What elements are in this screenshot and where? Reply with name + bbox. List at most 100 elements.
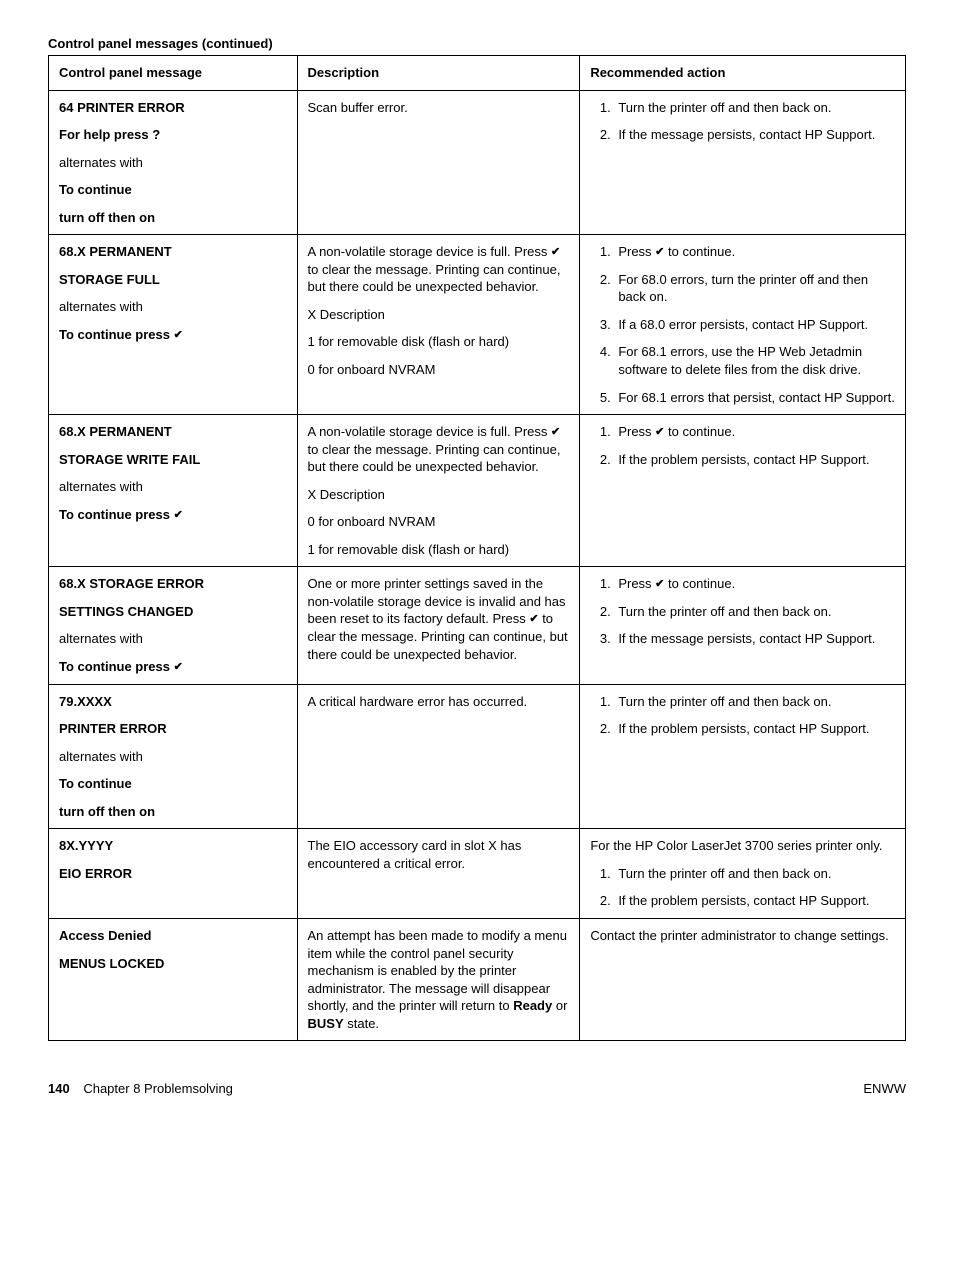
message-line: STORAGE WRITE FAIL bbox=[59, 451, 287, 469]
description-line: A critical hardware error has occurred. bbox=[308, 693, 570, 711]
message-line: To continue press ✔ bbox=[59, 658, 287, 676]
cell-message: 68.X STORAGE ERROR SETTINGS CHANGED altern… bbox=[49, 567, 298, 684]
cell-action: For the HP Color LaserJet 3700 series pr… bbox=[580, 829, 906, 919]
message-line: 8X.YYYY bbox=[59, 837, 287, 855]
cell-description: Scan buffer error. bbox=[297, 90, 580, 235]
action-list: Press ✔ to continue. Turn the printer off… bbox=[590, 575, 895, 648]
description-line: 1 for removable disk (flash or hard) bbox=[308, 333, 570, 351]
table-row: 64 PRINTER ERRORFor help press ?alternat… bbox=[49, 90, 906, 235]
cell-description: A non-volatile storage device is full. P… bbox=[297, 415, 580, 567]
question-icon: ? bbox=[152, 127, 160, 142]
table-header-row: Control panel message Description Recomm… bbox=[49, 56, 906, 91]
description-line: A non-volatile storage device is full. P… bbox=[308, 423, 570, 476]
action-item: Turn the printer off and then back on. bbox=[614, 693, 895, 711]
cell-description: One or more printer settings saved in th… bbox=[297, 567, 580, 684]
action-item: If the message persists, contact HP Supp… bbox=[614, 630, 895, 648]
cell-action: Press ✔ to continue. Turn the printer off… bbox=[580, 567, 906, 684]
table-row: 68.X PERMANENTSTORAGE WRITE FAILalternat… bbox=[49, 415, 906, 567]
message-line: alternates with bbox=[59, 748, 287, 766]
description-line: X Description bbox=[308, 306, 570, 324]
check-icon: ✔ bbox=[551, 426, 560, 438]
check-icon: ✔ bbox=[655, 426, 664, 438]
description-line: Scan buffer error. bbox=[308, 99, 570, 117]
action-item: For 68.1 errors, use the HP Web Jetadmin… bbox=[614, 343, 895, 378]
action-item: For 68.0 errors, turn the printer off an… bbox=[614, 271, 895, 306]
action-item: Turn the printer off and then back on. bbox=[614, 865, 895, 883]
cell-message: 64 PRINTER ERRORFor help press ?alternat… bbox=[49, 90, 298, 235]
action-item: Press ✔ to continue. bbox=[614, 423, 895, 441]
table-row: 68.X PERMANENT STORAGE FULL alternates wit… bbox=[49, 235, 906, 415]
action-list: Turn the printer off and then back on. If… bbox=[590, 99, 895, 144]
check-icon: ✔ bbox=[174, 329, 183, 341]
table-row: 8X.YYYYEIO ERROR The EIO accessory card i… bbox=[49, 829, 906, 919]
message-line: STORAGE FULL bbox=[59, 271, 287, 289]
message-line: To continue bbox=[59, 181, 287, 199]
action-item: Press ✔ to continue. bbox=[614, 243, 895, 261]
cell-message: Access Denied MENUS LOCKED bbox=[49, 918, 298, 1040]
action-pretext: For the HP Color LaserJet 3700 series pr… bbox=[590, 837, 895, 855]
message-line: MENUS LOCKED bbox=[59, 955, 287, 973]
action-pretext: Contact the printer administrator to cha… bbox=[590, 927, 895, 945]
action-item: Press ✔ to continue. bbox=[614, 575, 895, 593]
description-line: The EIO accessory card in slot X has enc… bbox=[308, 837, 570, 872]
description-line: 1 for removable disk (flash or hard) bbox=[308, 541, 570, 559]
table-row: Access Denied MENUS LOCKED An attempt has … bbox=[49, 918, 906, 1040]
action-list: Turn the printer off and then back on. If… bbox=[590, 865, 895, 910]
action-item: Turn the printer off and then back on. bbox=[614, 99, 895, 117]
cell-action: Turn the printer off and then back on. If… bbox=[580, 684, 906, 829]
action-item: If the message persists, contact HP Supp… bbox=[614, 126, 895, 144]
col-header-message: Control panel message bbox=[49, 56, 298, 91]
check-icon: ✔ bbox=[655, 246, 664, 258]
cell-message: 68.X PERMANENT STORAGE FULL alternates wit… bbox=[49, 235, 298, 415]
message-line: SETTINGS CHANGED bbox=[59, 603, 287, 621]
cell-message: 8X.YYYYEIO ERROR bbox=[49, 829, 298, 919]
message-line: turn off then on bbox=[59, 209, 287, 227]
message-line: 64 PRINTER ERROR bbox=[59, 99, 287, 117]
message-line: To continue press ✔ bbox=[59, 326, 287, 344]
col-header-action: Recommended action bbox=[580, 56, 906, 91]
cell-action: Press ✔ to continue. If the problem persi… bbox=[580, 415, 906, 567]
chapter-label: Chapter 8 Problemsolving bbox=[83, 1081, 233, 1096]
col-header-description: Description bbox=[297, 56, 580, 91]
message-line: turn off then on bbox=[59, 803, 287, 821]
message-line: 68.X STORAGE ERROR bbox=[59, 575, 287, 593]
message-line: 68.X PERMANENT bbox=[59, 423, 287, 441]
cell-description: A critical hardware error has occurred. bbox=[297, 684, 580, 829]
check-icon: ✔ bbox=[174, 661, 183, 673]
cell-message: 68.X PERMANENTSTORAGE WRITE FAILalternat… bbox=[49, 415, 298, 567]
cell-description: A non-volatile storage device is full. P… bbox=[297, 235, 580, 415]
description-line: X Description bbox=[308, 486, 570, 504]
action-item: If the problem persists, contact HP Supp… bbox=[614, 892, 895, 910]
description-line: 0 for onboard NVRAM bbox=[308, 361, 570, 379]
action-item: If the problem persists, contact HP Supp… bbox=[614, 720, 895, 738]
table-row: 79.XXXXPRINTER ERRORalternates withTo co… bbox=[49, 684, 906, 829]
footer-right: ENWW bbox=[863, 1081, 906, 1096]
messages-table: Control panel message Description Recomm… bbox=[48, 55, 906, 1041]
message-line: 68.X PERMANENT bbox=[59, 243, 287, 261]
cell-action: Press ✔ to continue. For 68.0 errors, tur… bbox=[580, 235, 906, 415]
message-line: Access Denied bbox=[59, 927, 287, 945]
message-line: alternates with bbox=[59, 630, 287, 648]
cell-description: An attempt has been made to modify a men… bbox=[297, 918, 580, 1040]
table-row: 68.X STORAGE ERROR SETTINGS CHANGED altern… bbox=[49, 567, 906, 684]
bold-text: Ready bbox=[513, 998, 552, 1013]
action-item: If the problem persists, contact HP Supp… bbox=[614, 451, 895, 469]
action-list: Press ✔ to continue. For 68.0 errors, tur… bbox=[590, 243, 895, 406]
message-line: 79.XXXX bbox=[59, 693, 287, 711]
check-icon: ✔ bbox=[551, 246, 560, 258]
cell-message: 79.XXXXPRINTER ERRORalternates withTo co… bbox=[49, 684, 298, 829]
message-line: alternates with bbox=[59, 298, 287, 316]
description-line: 0 for onboard NVRAM bbox=[308, 513, 570, 531]
description-line: An attempt has been made to modify a men… bbox=[308, 927, 570, 1032]
action-item: For 68.1 errors that persist, contact HP… bbox=[614, 389, 895, 407]
page-footer: 140 Chapter 8 Problemsolving ENWW bbox=[48, 1081, 906, 1096]
description-line: A non-volatile storage device is full. P… bbox=[308, 243, 570, 296]
check-icon: ✔ bbox=[174, 509, 183, 521]
message-line: For help press ? bbox=[59, 126, 287, 144]
message-line: To continue press ✔ bbox=[59, 506, 287, 524]
action-item: Turn the printer off and then back on. bbox=[614, 603, 895, 621]
cell-action: Contact the printer administrator to cha… bbox=[580, 918, 906, 1040]
message-line: PRINTER ERROR bbox=[59, 720, 287, 738]
cell-action: Turn the printer off and then back on. If… bbox=[580, 90, 906, 235]
action-list: Press ✔ to continue. If the problem persi… bbox=[590, 423, 895, 468]
